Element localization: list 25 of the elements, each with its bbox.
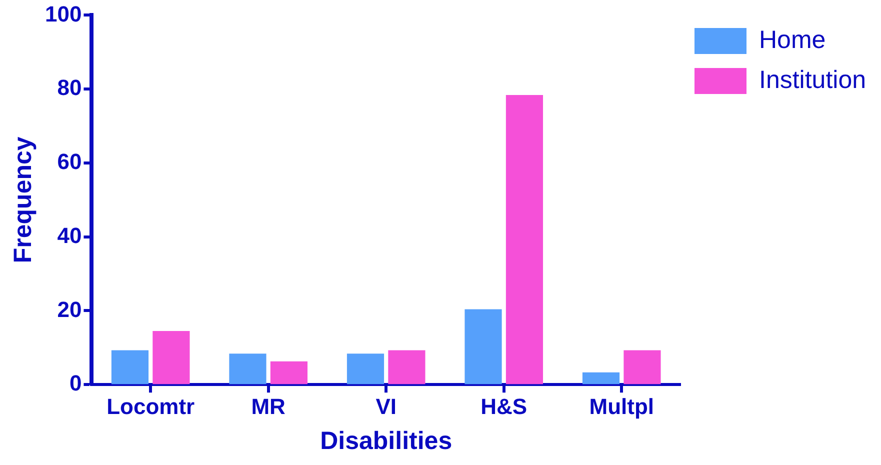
y-axis-title: Frequency (8, 136, 37, 264)
y-tick-label: 100 (44, 1, 82, 26)
y-tick-label: 60 (57, 149, 82, 174)
x-tick-label: VI (376, 394, 396, 419)
x-tick-label: Locomtr (106, 394, 196, 419)
y-tick-label: 20 (57, 296, 82, 322)
bar (111, 350, 149, 384)
bar (506, 94, 544, 384)
bar (624, 350, 661, 384)
y-tick-label: 0 (69, 370, 82, 396)
x-tick-label: MR (251, 394, 286, 419)
bar (270, 361, 308, 384)
bar (464, 309, 502, 384)
bar (152, 331, 190, 384)
bar (388, 350, 426, 384)
x-tick-label: H&S (480, 394, 528, 419)
legend-label: Institution (758, 66, 866, 94)
bar (229, 354, 266, 384)
x-axis-title: Disabilities (320, 426, 452, 455)
legend-label: Home (758, 26, 826, 54)
bar (346, 354, 384, 384)
y-tick-label: 40 (57, 222, 82, 248)
x-tick-label: Multpl (589, 394, 654, 419)
y-tick-label: 80 (57, 75, 82, 100)
bar (582, 372, 620, 384)
